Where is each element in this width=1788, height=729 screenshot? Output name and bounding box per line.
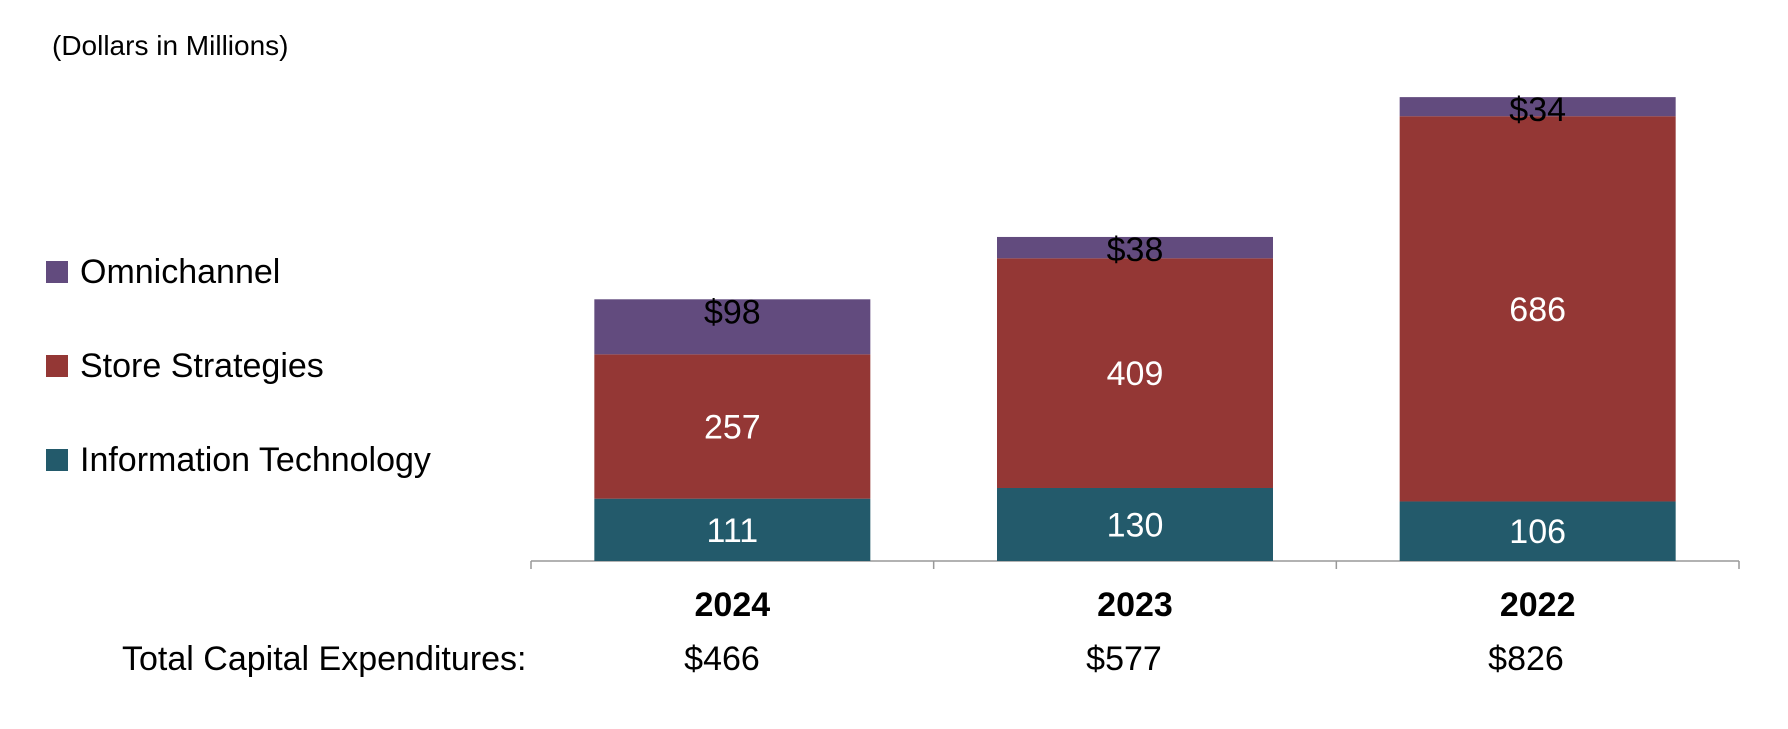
bar-segment-information-technology-2022 [1399, 501, 1676, 561]
total-value-2024: $466 [684, 640, 760, 678]
legend: Omnichannel Store Strategies Information… [46, 225, 431, 507]
unit-note: (Dollars in Millions) [52, 30, 289, 61]
bar-segment-information-technology-2023 [997, 487, 1273, 561]
data-label-omnichannel-2023: $38 [1107, 231, 1164, 269]
bar-segment-omnichannel-2022 [1399, 97, 1676, 117]
data-label-information-technology-2023: 130 [1107, 506, 1164, 544]
bar-segment-store-strategies-2024 [594, 354, 871, 499]
legend-label-information-technology: Information Technology [80, 440, 431, 479]
x-tick-label-2022: 2022 [1500, 586, 1576, 624]
legend-item-information-technology: Information Technology [46, 413, 431, 507]
data-label-information-technology-2024: 111 [706, 512, 758, 550]
data-label-store-strategies-2023: 409 [1107, 355, 1164, 393]
bar-segment-omnichannel-2024 [594, 299, 871, 355]
legend-item-store-strategies: Store Strategies [46, 319, 431, 413]
total-value-2023: $577 [1086, 640, 1162, 678]
data-label-store-strategies-2024: 257 [704, 408, 761, 446]
totals-label: Total Capital Expenditures: [122, 640, 527, 678]
data-label-information-technology-2022: 106 [1509, 513, 1566, 551]
data-label-omnichannel-2022: $34 [1509, 91, 1566, 129]
legend-label-store-strategies: Store Strategies [80, 346, 324, 385]
legend-swatch-information-technology [46, 449, 68, 471]
bar-segment-information-technology-2024 [594, 498, 871, 561]
legend-swatch-store-strategies [46, 355, 68, 377]
bar-segment-omnichannel-2023 [997, 236, 1273, 259]
total-value-2022: $826 [1488, 640, 1564, 678]
legend-swatch-omnichannel [46, 261, 68, 283]
bar-segment-store-strategies-2023 [997, 258, 1273, 488]
data-label-store-strategies-2022: 686 [1509, 291, 1566, 329]
x-tick-label-2024: 2024 [695, 586, 771, 624]
bar-segment-store-strategies-2022 [1399, 116, 1676, 502]
x-tick-label-2023: 2023 [1097, 586, 1173, 624]
data-label-omnichannel-2024: $98 [704, 293, 761, 331]
legend-label-omnichannel: Omnichannel [80, 252, 281, 291]
legend-item-omnichannel: Omnichannel [46, 225, 431, 319]
